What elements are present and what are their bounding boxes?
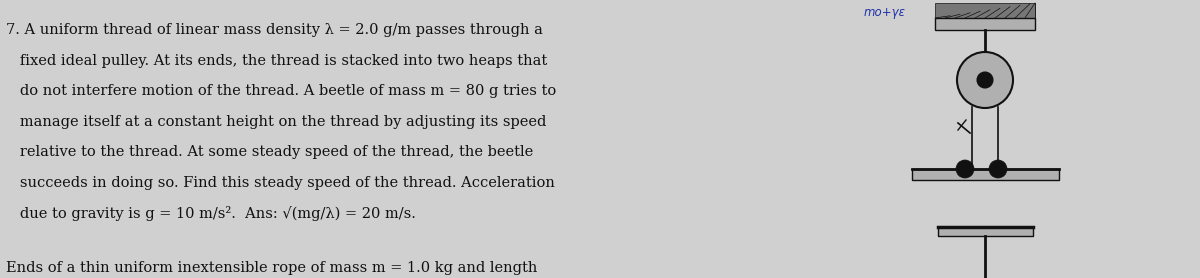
Text: due to gravity is g = 10 m/s².  Ans: √(mg/λ) = 20 m/s.: due to gravity is g = 10 m/s². Ans: √(mg… <box>6 206 416 221</box>
Bar <box>935 18 1034 30</box>
Text: mo+γε: mo+γε <box>864 6 906 19</box>
Text: 7. A uniform thread of linear mass density λ = 2.0 g/m passes through a: 7. A uniform thread of linear mass densi… <box>6 23 542 37</box>
Text: relative to the thread. At some steady speed of the thread, the beetle: relative to the thread. At some steady s… <box>6 145 533 159</box>
Text: do not interfere motion of the thread. A beetle of mass m = 80 g tries to: do not interfere motion of the thread. A… <box>6 84 557 98</box>
Bar <box>938 227 1033 236</box>
Circle shape <box>958 52 1013 108</box>
Text: fixed ideal pulley. At its ends, the thread is stacked into two heaps that: fixed ideal pulley. At its ends, the thr… <box>6 53 547 68</box>
Bar <box>935 3 1034 18</box>
Text: manage itself at a constant height on the thread by adjusting its speed: manage itself at a constant height on th… <box>6 115 546 128</box>
Bar <box>912 169 1060 180</box>
Text: Ends of a thin uniform inextensible rope of mass m = 1.0 kg and length: Ends of a thin uniform inextensible rope… <box>6 261 538 275</box>
Circle shape <box>989 160 1007 178</box>
Circle shape <box>956 160 974 178</box>
Text: succeeds in doing so. Find this steady speed of the thread. Acceleration: succeeds in doing so. Find this steady s… <box>6 175 554 190</box>
Circle shape <box>977 72 992 88</box>
